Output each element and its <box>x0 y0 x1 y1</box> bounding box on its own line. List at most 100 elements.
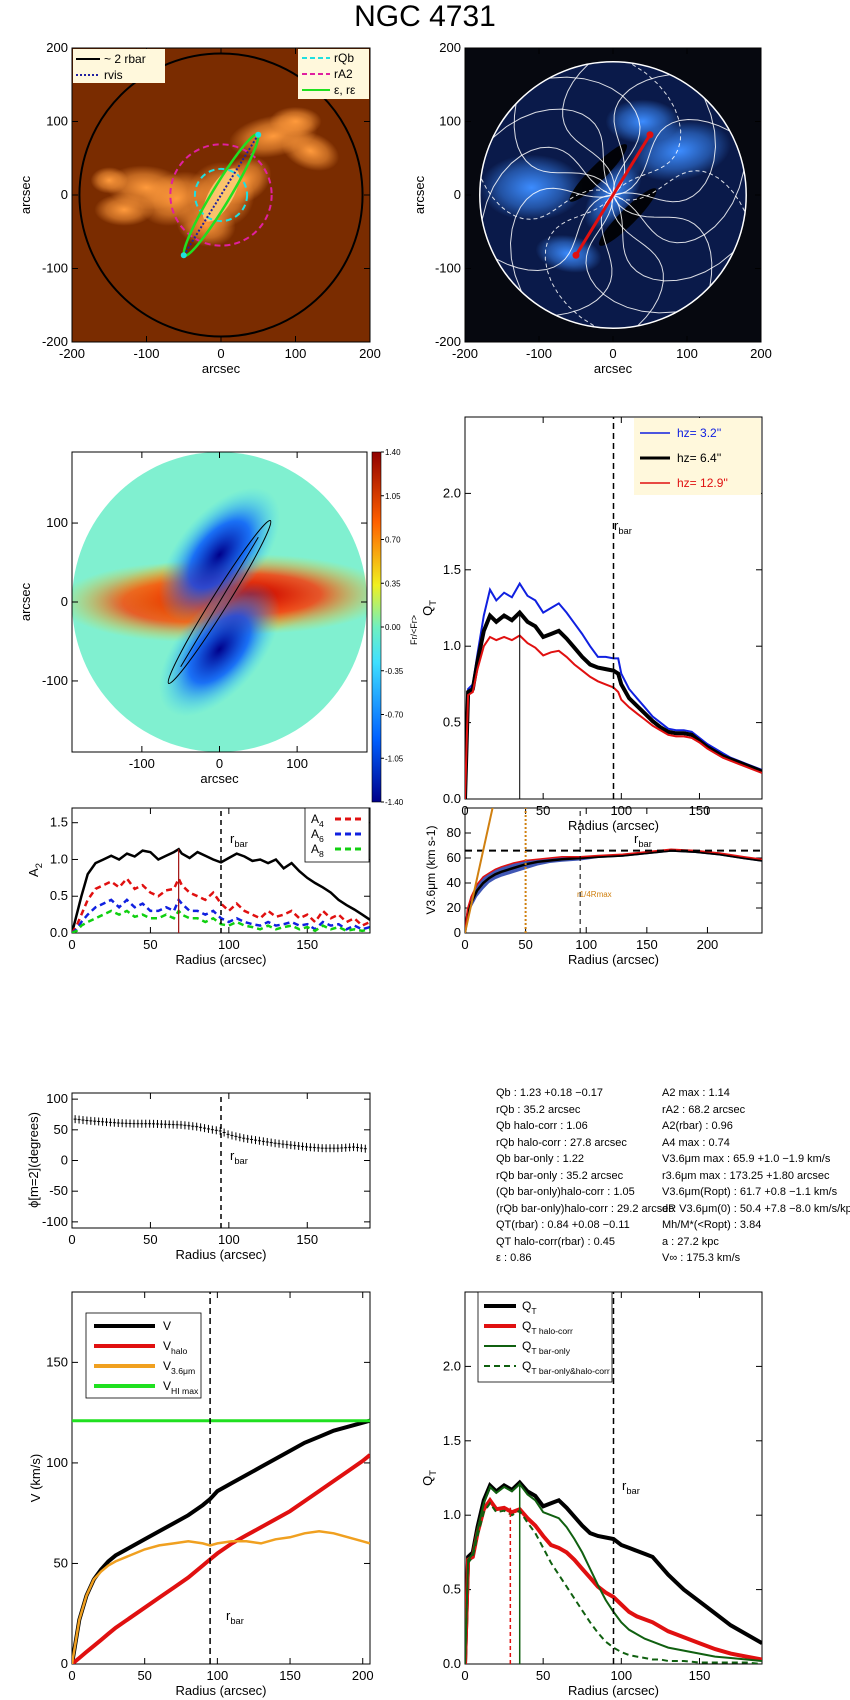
y-tick-label: 100 <box>46 1091 68 1106</box>
y-axis-label: arcsec <box>18 175 33 214</box>
x-tick-label: -100 <box>129 756 155 771</box>
contour-line <box>480 177 614 220</box>
colorbar-tick-label: 0.00 <box>385 623 401 632</box>
x-axis-label: Radius (arcsec) <box>175 1247 266 1262</box>
param-halo-ratio: Mh/M*(<Ropt) : 3.84 <box>662 1219 762 1231</box>
x-tick-label: 50 <box>536 1668 550 1683</box>
x-tick-label: 100 <box>218 1232 240 1247</box>
x-axis-label: Radius (arcsec) <box>175 1683 266 1698</box>
series-line <box>72 1453 370 1664</box>
x-tick-label: 0 <box>461 937 468 952</box>
y-tick-label: 60 <box>447 850 461 865</box>
x-tick-label: 50 <box>536 803 550 818</box>
rbar-label: rbar <box>230 1148 248 1166</box>
colorbar-tick-label: -0.35 <box>385 667 404 676</box>
parameter-list-left: Qb : 1.23 +0.18 −0.17 rQb : 35.2 arcsec … <box>496 1085 674 1267</box>
bar-end-marker <box>180 252 187 259</box>
x-tick-label: 0 <box>68 1232 75 1247</box>
rbar-label: rbar <box>622 1478 640 1496</box>
x-tick-label: 0 <box>216 756 223 771</box>
x-tick-label: 100 <box>676 346 698 361</box>
y-tick-label: 0.0 <box>443 1656 461 1671</box>
colorbar-tick-label: 1.40 <box>385 448 401 457</box>
contour-line <box>513 103 614 196</box>
rbar-label: rbar <box>634 831 652 849</box>
legend-label: QT bar-only <box>522 1339 571 1356</box>
x-tick-label: 0 <box>68 937 75 952</box>
negative-lobe <box>158 582 281 717</box>
x-tick-label: 50 <box>137 1668 151 1683</box>
galaxy-glow <box>605 99 680 144</box>
y-tick-label: 2.0 <box>443 1358 461 1373</box>
param-velocity-gradient: dR V3.6μm(0) : 50.4 +7.8 −8.0 km/s/kpc <box>662 1202 850 1215</box>
param-core-radius: a : 27.2 kpc <box>662 1235 719 1248</box>
series-line <box>465 634 762 799</box>
x-tick-label: 0 <box>68 1668 75 1683</box>
bar-end-marker <box>646 131 654 139</box>
y-tick-label: 100 <box>46 515 68 530</box>
legend-label: rA2 <box>334 67 353 81</box>
series-line <box>465 1479 762 1664</box>
y-tick-label: 0 <box>454 925 461 940</box>
y-tick-label: 40 <box>447 875 461 890</box>
param-qb-halo-corr: Qb halo-corr : 1.06 <box>496 1120 588 1132</box>
x-tick-label: 100 <box>286 756 308 771</box>
y-tick-label: -200 <box>42 334 68 349</box>
param-rqb-bar-only: rQb bar-only : 35.2 arcsec <box>496 1169 624 1182</box>
series-line <box>465 1501 762 1664</box>
y-axis-label: QT <box>420 600 438 616</box>
y-tick-label: 150 <box>46 1354 68 1369</box>
y-tick-label: 1.5 <box>443 1433 461 1448</box>
y-tick-label: 100 <box>46 114 68 129</box>
colorbar-tick-label: -1.05 <box>385 754 404 763</box>
contour-line <box>509 187 614 293</box>
rbar-label: rbar <box>230 831 248 849</box>
y-tick-label: 0 <box>61 594 68 609</box>
y-tick-label: 0.5 <box>50 888 68 903</box>
legend-label: V <box>163 1319 171 1333</box>
image-legend-left-box <box>73 49 165 83</box>
series-line <box>465 1482 762 1664</box>
galaxy-glow <box>269 106 322 137</box>
x-tick-label: 100 <box>285 346 307 361</box>
legend-label: VHI max <box>163 1379 199 1396</box>
y-tick-label: 0.5 <box>443 715 461 730</box>
x-tick-label: -100 <box>133 346 159 361</box>
param-rqb: rQb : 35.2 arcsec <box>496 1103 581 1116</box>
y-tick-label: 20 <box>447 900 461 915</box>
y-tick-label: 1.5 <box>50 815 68 830</box>
colorbar <box>371 451 382 803</box>
y-axis-label: A2 <box>26 863 44 877</box>
x-axis-label: Radius (arcsec) <box>568 952 659 967</box>
x-tick-label: 150 <box>636 937 658 952</box>
contour-line <box>612 97 717 203</box>
param-rmax: r3.6μm max : 173.25 +1.80 arcsec <box>662 1169 830 1182</box>
y-tick-label: 50 <box>54 1555 68 1570</box>
contour-line <box>612 170 746 213</box>
x-tick-label: 50 <box>518 937 532 952</box>
x-tick-label: 100 <box>610 803 632 818</box>
contour-line <box>612 194 713 287</box>
legend-label: hz= 6.4'' <box>677 451 721 465</box>
contour-line <box>544 194 614 328</box>
series-line <box>72 1530 370 1664</box>
contour-line <box>549 76 641 196</box>
param-rqb-bar-only-halo-corr: (rQb bar-only)halo-corr : 29.2 arcsec <box>496 1202 674 1215</box>
legend-label: rvis <box>104 68 123 82</box>
velocity-band <box>465 849 762 933</box>
legend-label: V3.6μm <box>163 1359 195 1376</box>
x-tick-label: 100 <box>207 1668 229 1683</box>
x-tick-label: 200 <box>359 346 381 361</box>
legend-label: A8 <box>311 842 324 859</box>
y-axis-label: QT <box>420 1470 438 1486</box>
r14-annotation: r1/4Rmax <box>577 890 612 899</box>
y-axis-label: arcsec <box>18 582 33 621</box>
y-tick-label: 0 <box>454 187 461 202</box>
contour-line <box>612 194 734 282</box>
param-a2-rbar: A2(rbar) : 0.96 <box>662 1120 733 1132</box>
y-tick-label: 0.0 <box>443 791 461 806</box>
legend-label: hz= 12.9'' <box>677 476 728 490</box>
x-axis-label: Radius (arcsec) <box>568 818 659 833</box>
x-tick-label: 200 <box>352 1668 374 1683</box>
